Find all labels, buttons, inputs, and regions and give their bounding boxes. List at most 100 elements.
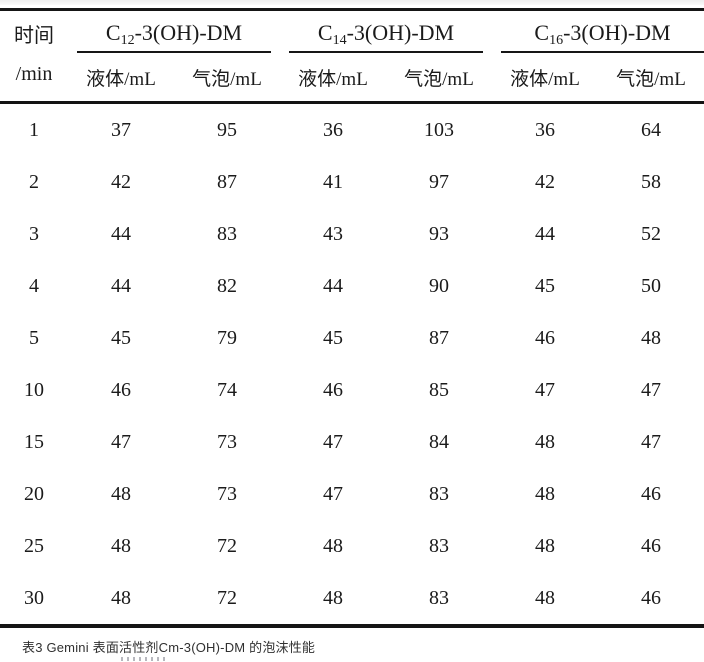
value-cell: 72 bbox=[174, 572, 280, 628]
value-cell: 47 bbox=[535, 378, 555, 401]
group-header-c12: C12-3(OH)-DM bbox=[68, 10, 280, 53]
time-cell: 20 bbox=[24, 482, 44, 505]
value-cell: 52 bbox=[641, 222, 661, 245]
subheader-c12-bubble: 气泡/mL bbox=[174, 52, 280, 104]
value-cell: 87 bbox=[429, 326, 449, 349]
foam-performance-table: 时间 /min C12-3(OH)-DM C14-3(OH)-DM C16-3(… bbox=[0, 8, 704, 628]
value-cell: 73 bbox=[217, 430, 237, 453]
value-cell: 93 bbox=[429, 222, 449, 245]
value-cell: 50 bbox=[641, 274, 661, 297]
value-cell: 47 bbox=[323, 482, 343, 505]
value-cell: 83 bbox=[429, 482, 449, 505]
header-row-subcolumns: 液体/mL 气泡/mL 液体/mL 气泡/mL 液体/mL 气泡/mL bbox=[0, 52, 704, 104]
value-cell: 47 bbox=[111, 430, 131, 453]
group-label-c16: C16-3(OH)-DM bbox=[501, 20, 704, 53]
value-cell: 48 bbox=[535, 482, 555, 505]
table-row: 1 37 95 36 103 36 64 bbox=[0, 103, 704, 157]
value-cell: 48 bbox=[280, 572, 386, 628]
time-cell: 2 bbox=[29, 170, 39, 193]
value-cell: 46 bbox=[641, 482, 661, 505]
value-cell: 41 bbox=[323, 170, 343, 193]
subheader-c16-bubble: 气泡/mL bbox=[598, 52, 704, 104]
value-cell: 84 bbox=[429, 430, 449, 453]
group-subscript: 16 bbox=[549, 32, 564, 48]
group-suffix: -3(OH)-DM bbox=[134, 19, 243, 45]
time-cell: 25 bbox=[24, 534, 44, 557]
group-label-c12: C12-3(OH)-DM bbox=[77, 20, 271, 53]
subheader-c14-bubble: 气泡/mL bbox=[386, 52, 492, 104]
value-cell: 46 bbox=[598, 572, 704, 628]
value-cell: 97 bbox=[429, 170, 449, 193]
time-cell: 1 bbox=[29, 118, 39, 141]
table-row: 5 45 79 45 87 46 48 bbox=[0, 312, 704, 364]
value-cell: 45 bbox=[111, 326, 131, 349]
value-cell: 48 bbox=[641, 326, 661, 349]
subheader-c16-liquid: 液体/mL bbox=[492, 52, 598, 104]
group-subscript: 14 bbox=[332, 32, 347, 48]
value-cell: 42 bbox=[535, 170, 555, 193]
time-cell: 5 bbox=[29, 326, 39, 349]
table-row: 10 46 74 46 85 47 47 bbox=[0, 364, 704, 416]
value-cell: 74 bbox=[217, 378, 237, 401]
value-cell: 48 bbox=[492, 572, 598, 628]
value-cell: 87 bbox=[217, 170, 237, 193]
value-cell: 90 bbox=[429, 274, 449, 297]
value-cell: 48 bbox=[111, 534, 131, 557]
group-prefix: C bbox=[317, 19, 333, 45]
value-cell: 82 bbox=[217, 274, 237, 297]
value-cell: 47 bbox=[641, 378, 661, 401]
value-cell: 73 bbox=[217, 482, 237, 505]
table-row: 2 42 87 41 97 42 58 bbox=[0, 156, 704, 208]
subheader-c12-liquid: 液体/mL bbox=[68, 52, 174, 104]
clipped-bottom-text-fragment bbox=[121, 657, 169, 661]
value-cell: 83 bbox=[429, 534, 449, 557]
value-cell: 47 bbox=[641, 430, 661, 453]
value-cell: 44 bbox=[323, 274, 343, 297]
value-cell: 47 bbox=[323, 430, 343, 453]
group-header-c14: C14-3(OH)-DM bbox=[280, 10, 492, 53]
time-cell: 10 bbox=[24, 378, 44, 401]
value-cell: 46 bbox=[535, 326, 555, 349]
value-cell: 44 bbox=[535, 222, 555, 245]
value-cell: 72 bbox=[217, 534, 237, 557]
time-header-label: 时间 bbox=[14, 25, 54, 47]
group-suffix: -3(OH)-DM bbox=[563, 19, 671, 45]
group-subscript: 12 bbox=[120, 32, 135, 48]
table-row: 20 48 73 47 83 48 46 bbox=[0, 468, 704, 520]
value-cell: 37 bbox=[111, 118, 131, 141]
value-cell: 46 bbox=[641, 534, 661, 557]
value-cell: 43 bbox=[323, 222, 343, 245]
time-cell: 4 bbox=[29, 274, 39, 297]
group-label-c14: C14-3(OH)-DM bbox=[289, 20, 483, 53]
value-cell: 46 bbox=[111, 378, 131, 401]
table-row: 25 48 72 48 83 48 46 bbox=[0, 520, 704, 572]
value-cell: 103 bbox=[424, 118, 454, 141]
value-cell: 48 bbox=[535, 430, 555, 453]
group-prefix: C bbox=[534, 19, 550, 45]
value-cell: 85 bbox=[429, 378, 449, 401]
group-prefix: C bbox=[105, 19, 121, 45]
value-cell: 36 bbox=[535, 118, 555, 141]
table-row: 3 44 83 43 93 44 52 bbox=[0, 208, 704, 260]
value-cell: 44 bbox=[111, 274, 131, 297]
value-cell: 48 bbox=[111, 482, 131, 505]
table-row: 15 47 73 47 84 48 47 bbox=[0, 416, 704, 468]
value-cell: 83 bbox=[386, 572, 492, 628]
time-cell: 3 bbox=[29, 222, 39, 245]
header-row-groups: 时间 /min C12-3(OH)-DM C14-3(OH)-DM C16-3(… bbox=[0, 9, 704, 104]
value-cell: 45 bbox=[535, 274, 555, 297]
subheader-c14-liquid: 液体/mL bbox=[280, 52, 386, 104]
table-row: 30 48 72 48 83 48 46 bbox=[0, 572, 704, 628]
value-cell: 48 bbox=[68, 572, 174, 628]
table-row: 4 44 82 44 90 45 50 bbox=[0, 260, 704, 312]
time-cell: 15 bbox=[24, 430, 44, 453]
value-cell: 45 bbox=[323, 326, 343, 349]
value-cell: 46 bbox=[323, 378, 343, 401]
value-cell: 58 bbox=[641, 170, 661, 193]
time-column-header: 时间 /min bbox=[0, 9, 68, 104]
value-cell: 36 bbox=[323, 118, 343, 141]
value-cell: 64 bbox=[641, 118, 661, 141]
value-cell: 42 bbox=[111, 170, 131, 193]
table-caption: 表3 Gemini 表面活性剂Cm-3(OH)-DM 的泡沫性能 bbox=[22, 640, 316, 655]
value-cell: 79 bbox=[217, 326, 237, 349]
